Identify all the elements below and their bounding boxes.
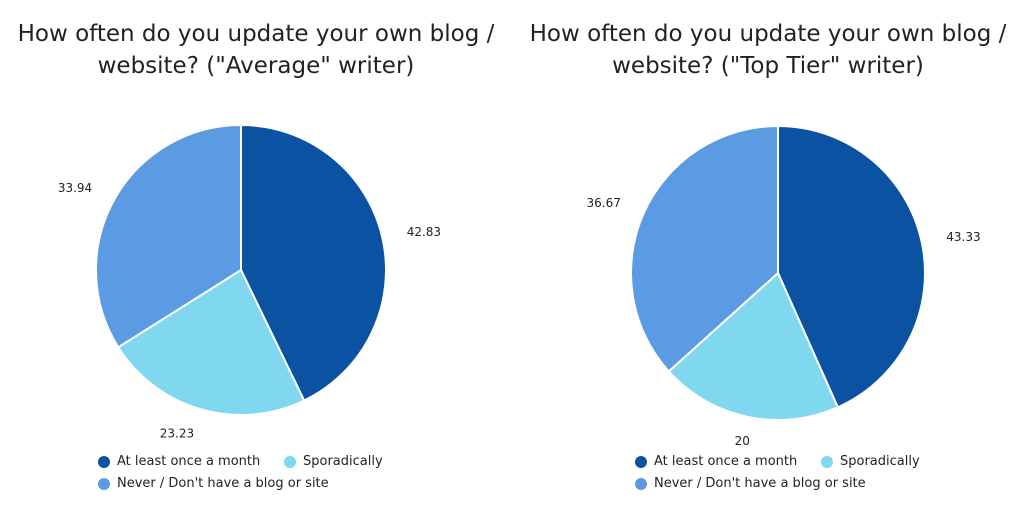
data-label: 42.83 <box>407 225 441 239</box>
legend-label: Never / Don't have a blog or site <box>654 476 866 491</box>
chart-panel-average: How often do you update your own blog / … <box>0 18 512 491</box>
legend-swatch-monthly <box>635 455 647 468</box>
legend-swatch-never <box>635 477 647 490</box>
pie-chart: 43.33 20 36.67 <box>587 124 981 448</box>
data-label: 20 <box>735 434 750 448</box>
legend-item-monthly[interactable]: At least once a month <box>98 454 260 469</box>
chart-panel-top-tier: How often do you update your own blog / … <box>512 0 1024 512</box>
chart-title: How often do you update your own blog / … <box>512 18 1024 82</box>
chart-title-line-1: How often do you update your own blog / <box>17 21 495 47</box>
legend-item-monthly[interactable]: At least once a month <box>635 454 797 469</box>
data-label: 33.94 <box>58 181 92 195</box>
legend-label: At least once a month <box>117 454 261 469</box>
chart-title-line-2: website? ("Average" writer) <box>97 53 415 79</box>
chart-title-line-1: How often do you update your own blog / <box>529 21 1007 47</box>
legend-label: Sporadically <box>303 454 383 469</box>
legend-item-sporadically[interactable]: Sporadically <box>821 454 920 469</box>
legend-swatch-sporadically <box>284 455 296 468</box>
data-label: 23.23 <box>160 426 194 440</box>
slice-monthly[interactable] <box>240 123 387 402</box>
chart-title: How often do you update your own blog / … <box>0 18 512 82</box>
legend-item-never[interactable]: Never / Don't have a blog or site <box>635 476 866 491</box>
slice-sporadically[interactable] <box>667 271 840 421</box>
data-label: 36.67 <box>587 196 621 210</box>
slice-never[interactable] <box>630 124 779 373</box>
data-label: 43.33 <box>946 230 980 244</box>
legend-swatch-sporadically <box>821 455 833 468</box>
legend-label: Sporadically <box>840 454 920 469</box>
legend-item-sporadically[interactable]: Sporadically <box>284 454 383 469</box>
legend-label: At least once a month <box>654 454 798 469</box>
legend-item-never[interactable]: Never / Don't have a blog or site <box>98 476 329 491</box>
legend-label: Never / Don't have a blog or site <box>117 476 329 491</box>
chart-title-line-2: website? ("Top Tier" writer) <box>612 53 924 79</box>
legend-swatch-monthly <box>98 455 110 468</box>
slice-monthly[interactable] <box>777 124 926 409</box>
slice-sporadically[interactable] <box>116 268 306 416</box>
legend-swatch-never <box>98 477 110 490</box>
pie-chart: 42.83 23.23 33.94 <box>58 123 441 440</box>
slice-never[interactable] <box>95 123 242 349</box>
